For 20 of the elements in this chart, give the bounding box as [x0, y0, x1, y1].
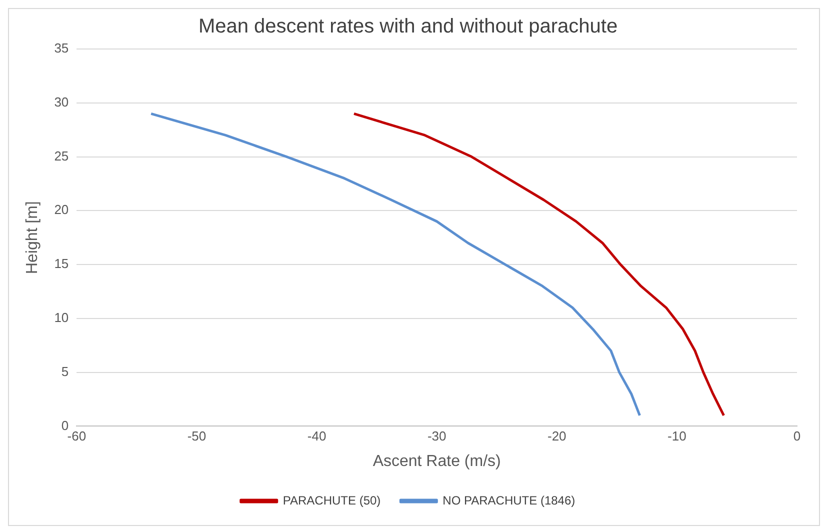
y-tick-label: 0 — [61, 418, 69, 433]
y-tick-label: 25 — [54, 148, 69, 164]
y-tick-label: 15 — [54, 256, 69, 272]
x-tick-label: -20 — [547, 428, 566, 444]
y-tick-label: 5 — [61, 364, 69, 379]
legend-label: NO PARACHUTE (1846) — [442, 493, 576, 508]
x-tick-label: -30 — [427, 428, 446, 444]
y-tick-label: 10 — [54, 310, 69, 326]
y-tick-label: 35 — [54, 40, 69, 56]
x-tick-label: 0 — [793, 428, 801, 444]
x-tick-label: -40 — [307, 428, 326, 444]
x-tick-label: -50 — [187, 428, 206, 444]
x-tick-label: -10 — [668, 428, 686, 444]
chart-title: Mean descent rates with and without parachute — [198, 16, 618, 38]
y-axis-title: Height [m] — [24, 201, 42, 274]
legend-label: PARACHUTE (50) — [282, 493, 381, 508]
x-tick-label: -60 — [67, 428, 86, 444]
x-axis-title: Ascent Rate (m/s) — [372, 452, 501, 470]
y-tick-label: 20 — [54, 202, 69, 218]
y-tick-label: 30 — [54, 94, 69, 110]
